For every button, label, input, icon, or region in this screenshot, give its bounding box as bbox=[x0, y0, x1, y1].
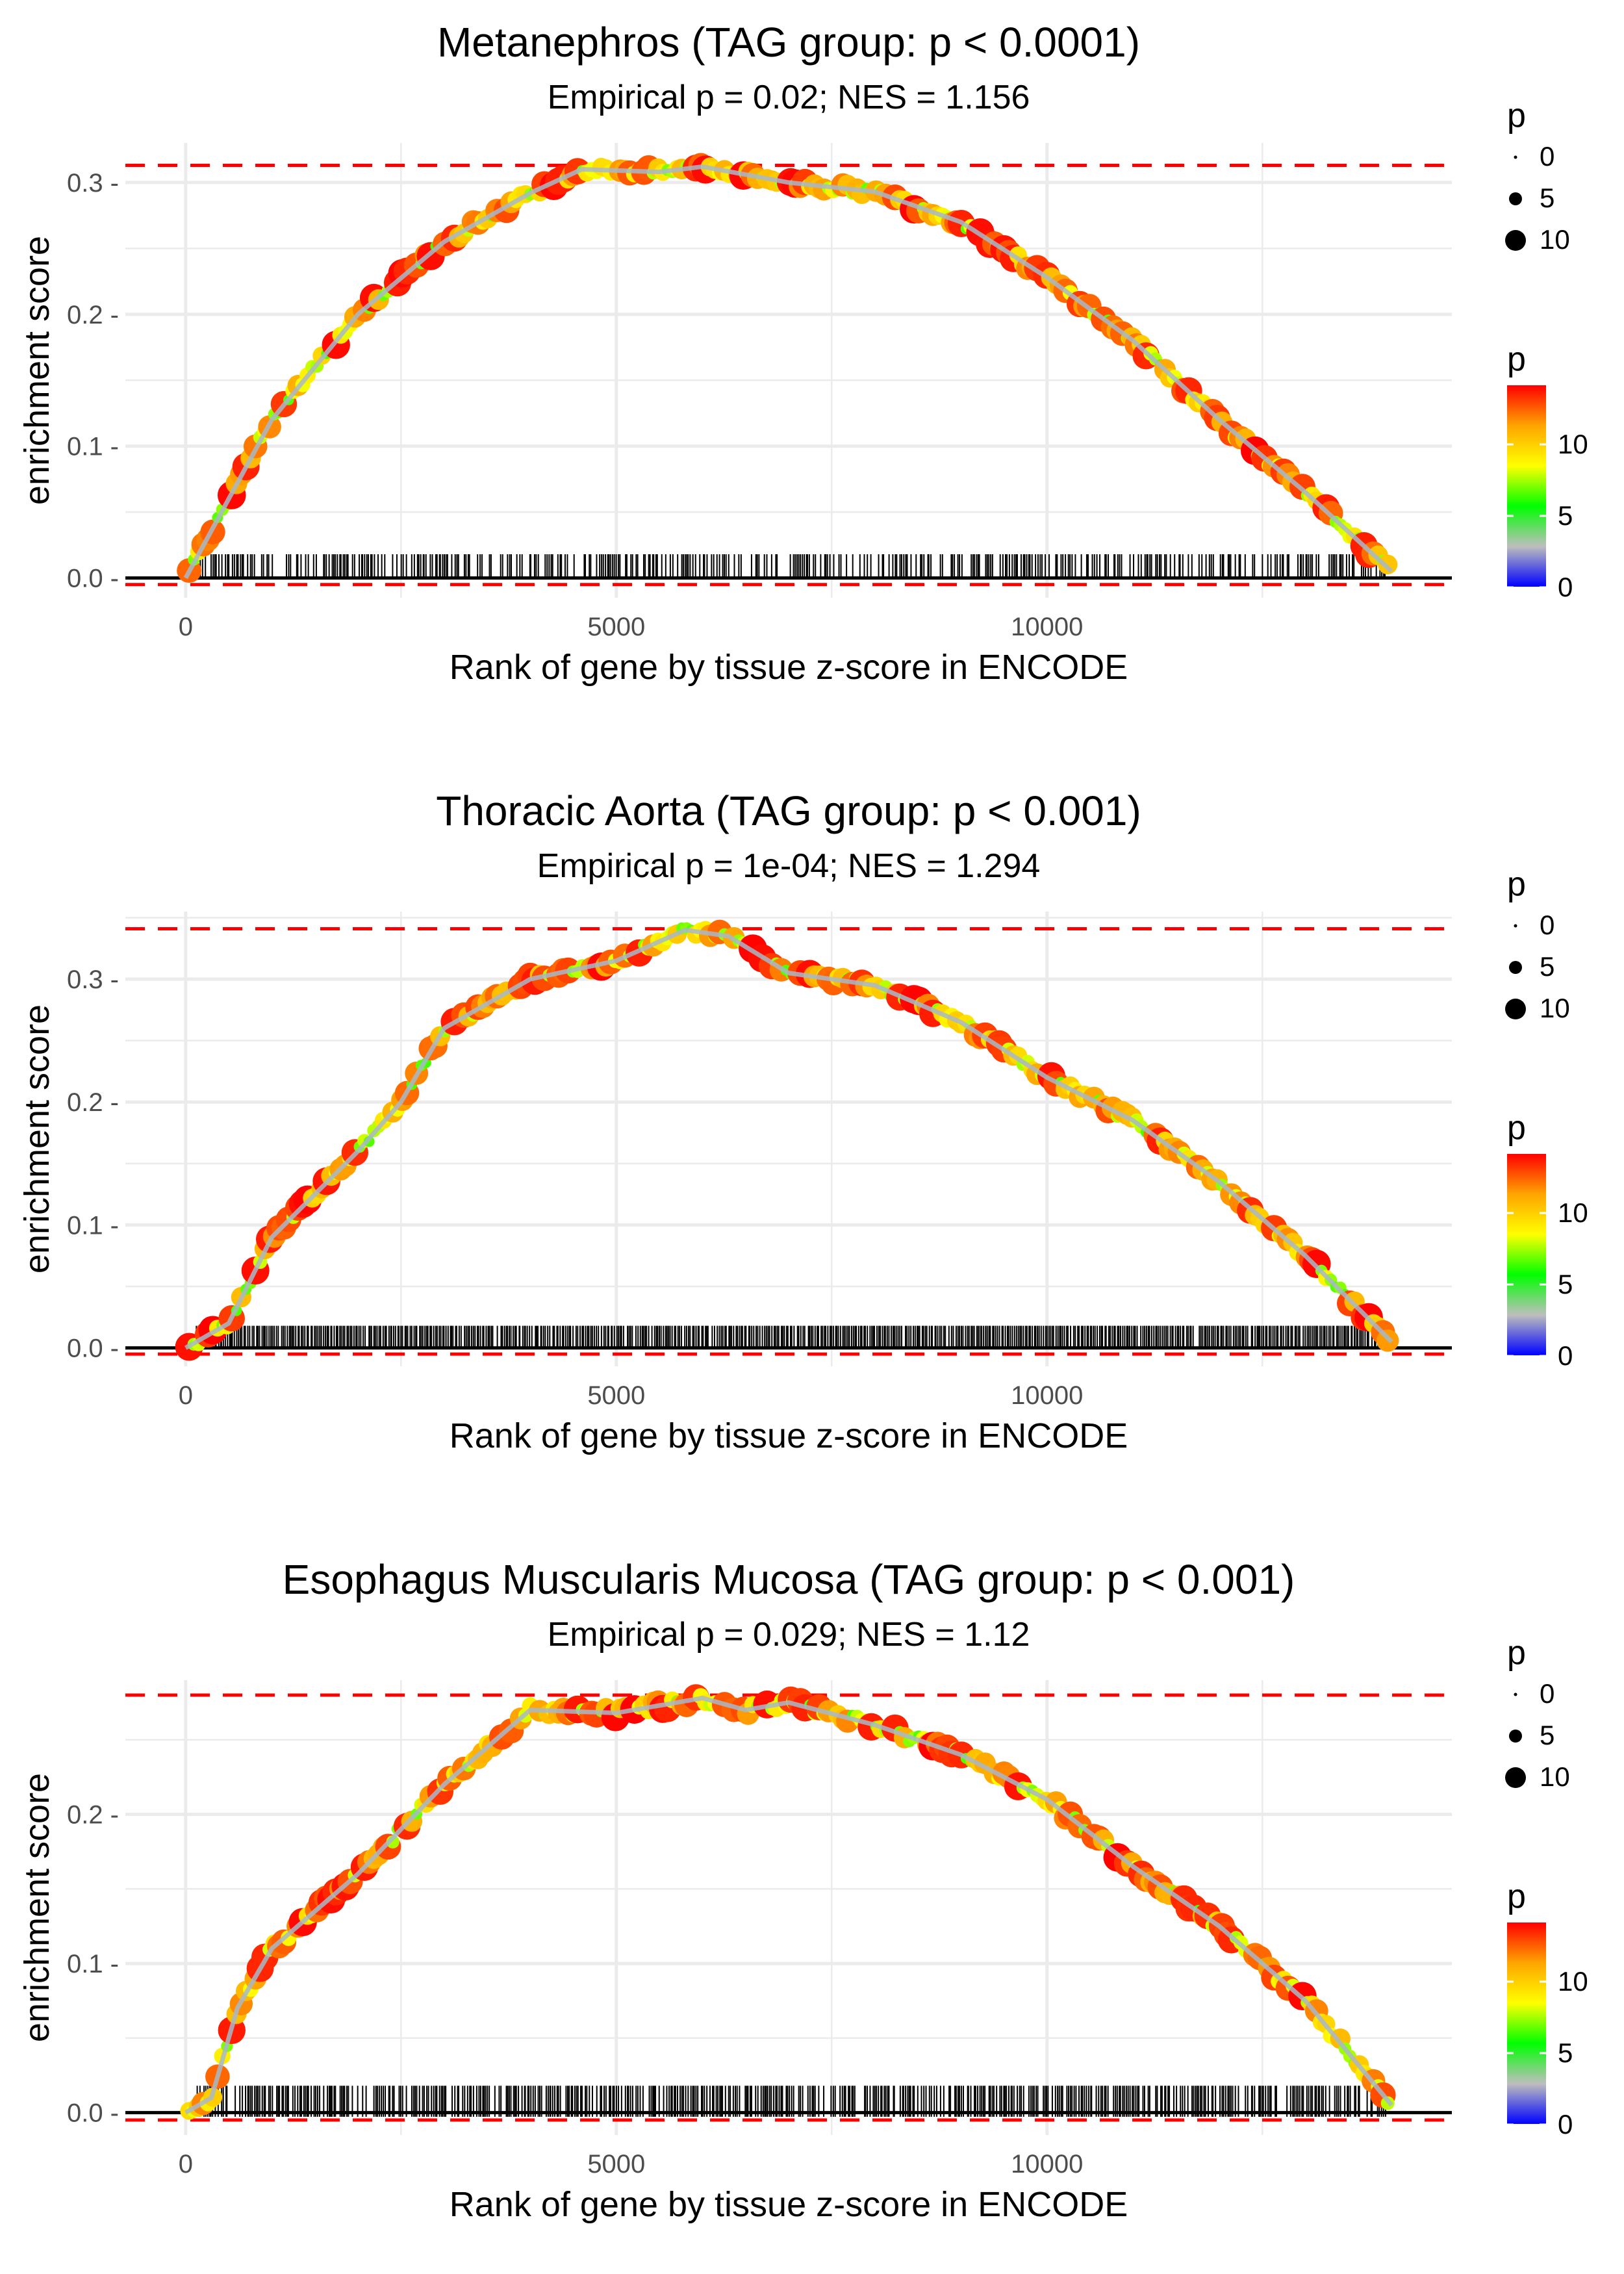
x-tick-label: 0 bbox=[179, 613, 193, 641]
size-legend-label: 5 bbox=[1540, 951, 1554, 982]
y-tick-label: 0.2 - bbox=[67, 1801, 119, 1830]
size-legend: p0 5 10 bbox=[1505, 865, 1570, 1023]
x-axis-title: Rank of gene by tissue z-score in ENCODE bbox=[450, 2185, 1128, 2224]
panel-3: Esophagus Muscularis Mucosa (TAG group: … bbox=[18, 1556, 1588, 2224]
panel-2: Thoracic Aorta (TAG group: p < 0.001) Emp… bbox=[18, 787, 1588, 1455]
size-legend: p0 5 10 bbox=[1505, 1634, 1570, 1792]
size-legend-key bbox=[1514, 924, 1517, 928]
chart-subtitle: Empirical p = 0.029; NES = 1.12 bbox=[548, 1616, 1030, 1654]
size-legend-title: p bbox=[1507, 97, 1526, 134]
y-tick-label: 0.2 - bbox=[67, 301, 119, 329]
x-tick-label: 5000 bbox=[587, 1381, 645, 1410]
chart-subtitle: Empirical p = 1e-04; NES = 1.294 bbox=[537, 847, 1041, 885]
color-legend-label: 0 bbox=[1558, 2109, 1573, 2140]
y-tick-label: 0.2 - bbox=[67, 1088, 119, 1117]
y-tick-label: 0.0 - bbox=[67, 1335, 119, 1363]
size-legend-label: 0 bbox=[1540, 1678, 1554, 1709]
chart-title: Esophagus Muscularis Mucosa (TAG group: … bbox=[283, 1556, 1295, 1603]
size-legend-label: 0 bbox=[1540, 141, 1554, 172]
y-tick-label: 0.3 - bbox=[67, 169, 119, 198]
color-legend-label: 10 bbox=[1558, 1197, 1588, 1228]
chart-title: Thoracic Aorta (TAG group: p < 0.001) bbox=[436, 787, 1141, 834]
x-tick-label: 10000 bbox=[1011, 2150, 1083, 2178]
x-axis-title: Rank of gene by tissue z-score in ENCODE bbox=[450, 648, 1128, 687]
y-tick-label: 0.1 - bbox=[67, 1950, 119, 1978]
x-tick-label: 0 bbox=[179, 1381, 193, 1410]
size-legend-key bbox=[1514, 1693, 1517, 1696]
size-legend-key bbox=[1509, 1730, 1522, 1743]
enrichment-points bbox=[177, 153, 1398, 583]
color-legend: p 10 5 0 bbox=[1507, 340, 1588, 602]
gene-rug bbox=[196, 554, 1386, 580]
y-axis-title: enrichment score bbox=[18, 236, 57, 505]
size-legend-label: 10 bbox=[1540, 1761, 1570, 1792]
x-tick-label: 5000 bbox=[587, 2150, 645, 2178]
y-tick-label: 0.1 - bbox=[67, 433, 119, 461]
x-tick-label: 10000 bbox=[1011, 613, 1083, 641]
y-tick-label: 0.3 - bbox=[67, 965, 119, 994]
enrichment-points bbox=[175, 919, 1399, 1361]
chart-title: Metanephros (TAG group: p < 0.0001) bbox=[437, 19, 1140, 66]
color-legend-label: 10 bbox=[1558, 1966, 1588, 1997]
x-tick-label: 10000 bbox=[1011, 1381, 1083, 1410]
color-legend-label: 0 bbox=[1558, 572, 1573, 602]
y-axis-title: enrichment score bbox=[18, 1773, 57, 2042]
y-tick-label: 0.0 - bbox=[67, 2099, 119, 2128]
color-legend-label: 5 bbox=[1558, 500, 1573, 531]
gene-rug bbox=[196, 1325, 1386, 1348]
size-legend-label: 0 bbox=[1540, 910, 1554, 940]
color-legend-label: 0 bbox=[1558, 1340, 1573, 1371]
size-legend-key bbox=[1505, 1767, 1526, 1788]
color-legend-label: 10 bbox=[1558, 429, 1588, 459]
enrichment-line bbox=[184, 1695, 1393, 2115]
size-legend-key bbox=[1509, 192, 1522, 205]
size-legend-label: 5 bbox=[1540, 1720, 1554, 1750]
color-legend-title: p bbox=[1507, 340, 1526, 378]
size-legend-label: 10 bbox=[1540, 993, 1570, 1023]
enrichment-points bbox=[180, 1684, 1396, 2120]
size-legend-label: 10 bbox=[1540, 224, 1570, 255]
size-legend-title: p bbox=[1507, 1634, 1526, 1672]
color-legend-title: p bbox=[1507, 1109, 1526, 1147]
color-legend-label: 5 bbox=[1558, 2038, 1573, 2068]
color-bar bbox=[1507, 385, 1546, 587]
size-legend-key bbox=[1509, 961, 1522, 974]
color-bar bbox=[1507, 1154, 1546, 1355]
x-axis-title: Rank of gene by tissue z-score in ENCODE bbox=[450, 1416, 1128, 1455]
enrichment-line bbox=[183, 164, 1393, 580]
chart-subtitle: Empirical p = 0.02; NES = 1.156 bbox=[548, 79, 1030, 116]
size-legend-key bbox=[1505, 999, 1526, 1019]
color-legend-label: 5 bbox=[1558, 1269, 1573, 1299]
y-tick-label: 0.1 - bbox=[67, 1211, 119, 1240]
color-legend: p 10 5 0 bbox=[1507, 1878, 1588, 2140]
color-legend: p 10 5 0 bbox=[1507, 1109, 1588, 1371]
enrichment-line bbox=[184, 927, 1393, 1350]
size-legend-title: p bbox=[1507, 865, 1526, 903]
size-legend-key bbox=[1514, 155, 1517, 159]
y-axis-title: enrichment score bbox=[18, 1004, 57, 1273]
x-tick-label: 5000 bbox=[587, 613, 645, 641]
x-tick-label: 0 bbox=[179, 2150, 193, 2178]
size-legend-label: 5 bbox=[1540, 183, 1554, 213]
size-legend: p0 5 10 bbox=[1505, 97, 1570, 255]
panel-1: Metanephros (TAG group: p < 0.0001) Empir… bbox=[18, 19, 1588, 687]
color-legend-title: p bbox=[1507, 1878, 1526, 1915]
y-tick-label: 0.0 - bbox=[67, 565, 119, 593]
color-bar bbox=[1507, 1923, 1546, 2124]
size-legend-key bbox=[1505, 230, 1526, 251]
